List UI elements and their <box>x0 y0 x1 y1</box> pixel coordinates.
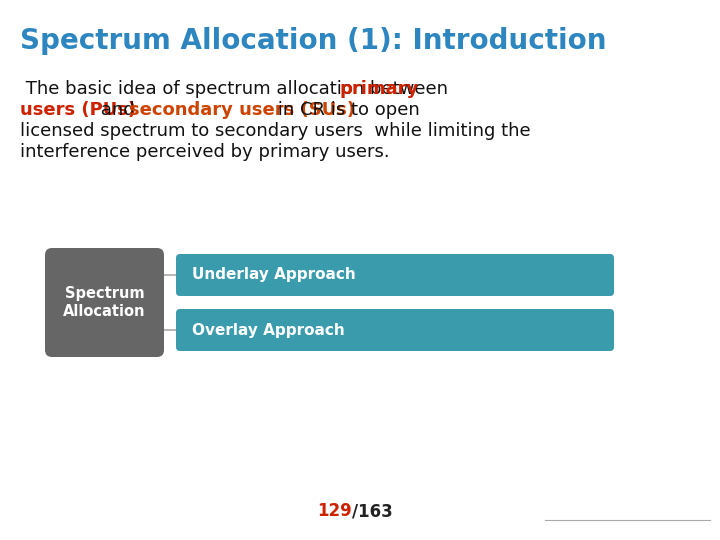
Text: secondary users (SUs): secondary users (SUs) <box>129 101 355 119</box>
FancyBboxPatch shape <box>176 254 614 296</box>
Text: Spectrum Allocation (1): Introduction: Spectrum Allocation (1): Introduction <box>20 27 606 55</box>
Text: /163: /163 <box>352 502 392 520</box>
Text: Overlay Approach: Overlay Approach <box>192 322 345 338</box>
Text: primary: primary <box>340 80 419 98</box>
Text: interference perceived by primary users.: interference perceived by primary users. <box>20 143 390 161</box>
Text: 129: 129 <box>318 502 352 520</box>
Text: users (PUs): users (PUs) <box>20 101 136 119</box>
FancyBboxPatch shape <box>45 248 164 357</box>
Text: licensed spectrum to secondary users  while limiting the: licensed spectrum to secondary users whi… <box>20 122 531 140</box>
Text: and: and <box>95 101 140 119</box>
Text: in CR is to open: in CR is to open <box>271 101 419 119</box>
FancyBboxPatch shape <box>176 309 614 351</box>
Text: Underlay Approach: Underlay Approach <box>192 267 356 282</box>
Text: The basic idea of spectrum allocation between: The basic idea of spectrum allocation be… <box>20 80 454 98</box>
Text: Spectrum
Allocation: Spectrum Allocation <box>63 286 145 319</box>
